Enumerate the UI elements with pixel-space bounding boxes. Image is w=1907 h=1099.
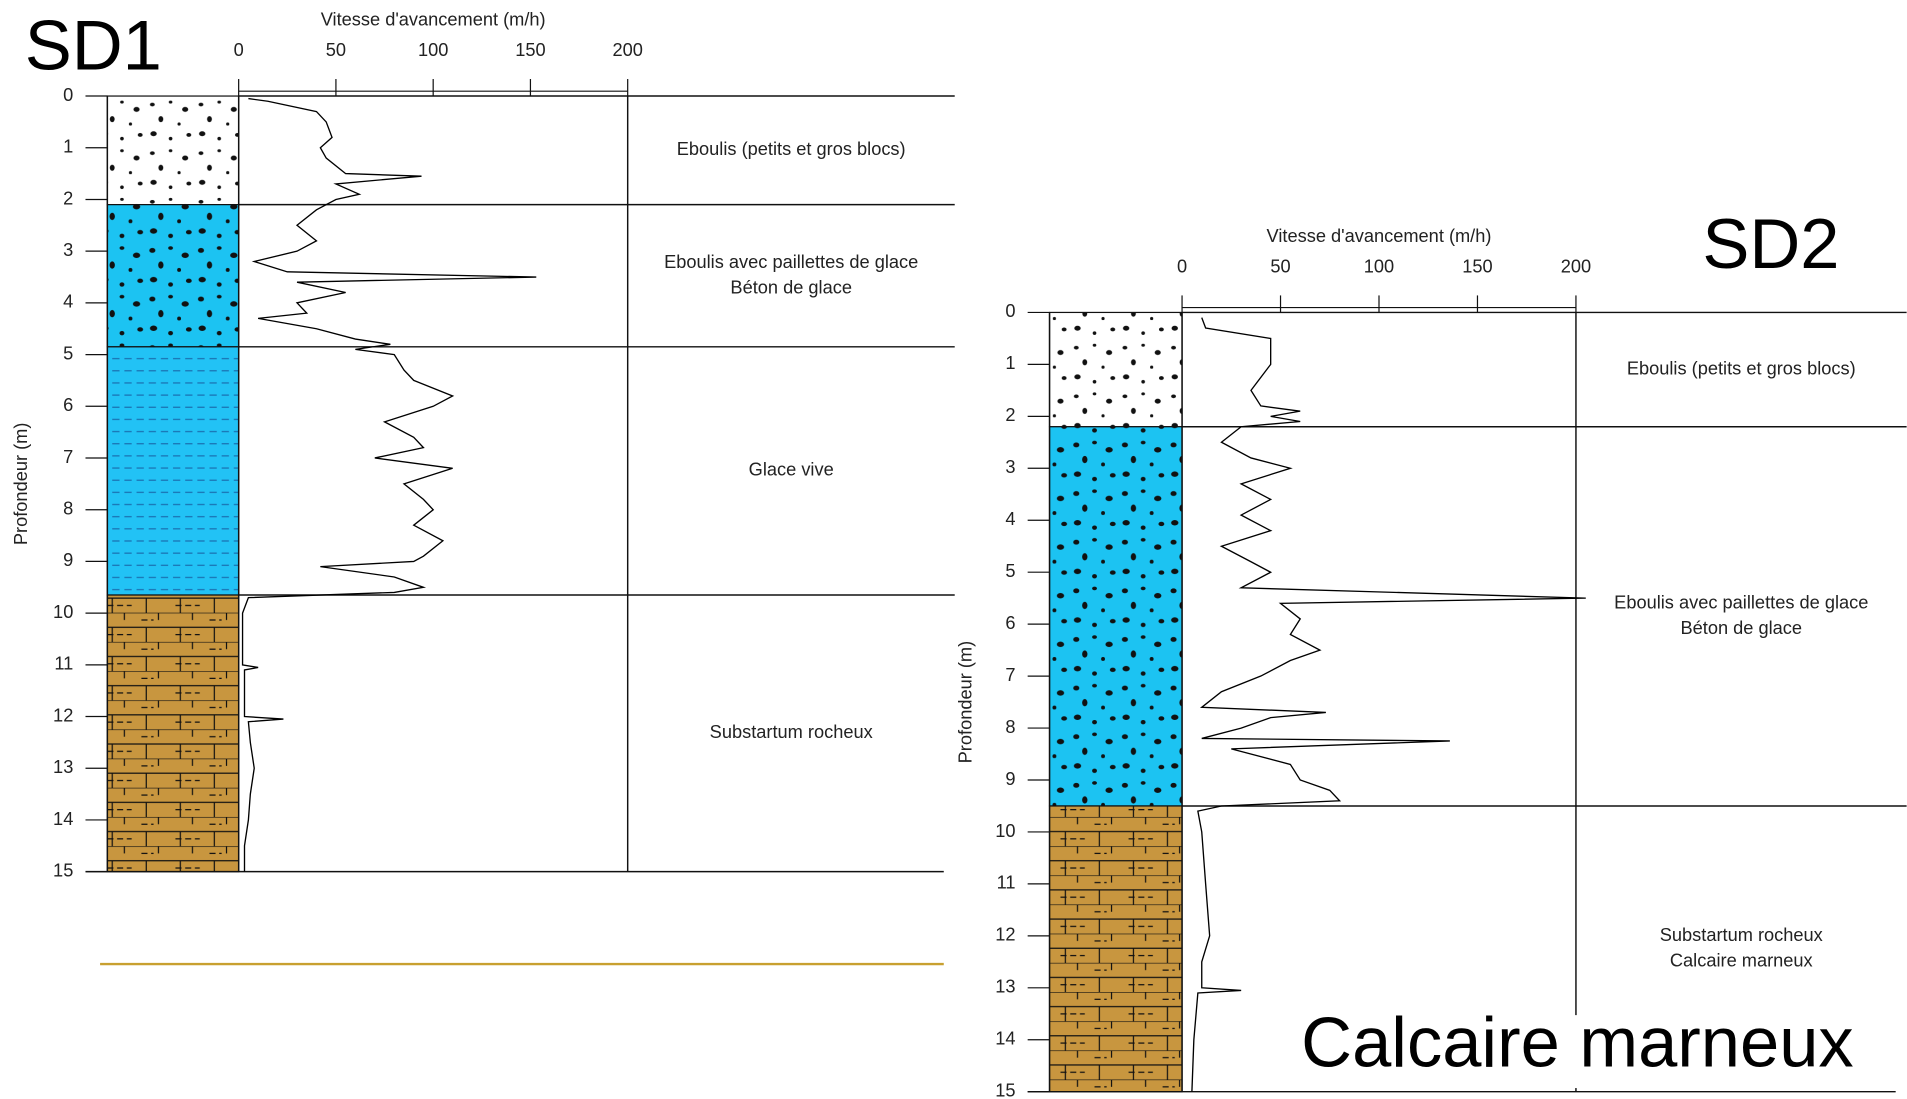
y-tick-label: 12 (995, 924, 1015, 945)
lithology-layer (1050, 427, 1183, 806)
y-axis-title: Profondeur (m) (955, 641, 976, 764)
x-tick-label: 150 (515, 39, 545, 60)
y-tick-label: 15 (995, 1080, 1015, 1099)
y-tick-label: 8 (63, 498, 73, 519)
y-tick-label: 3 (63, 239, 73, 260)
x-tick-label: 150 (1462, 255, 1492, 276)
y-tick-label: 10 (53, 601, 73, 622)
y-tick-label: 1 (1005, 352, 1015, 373)
layer-label: Eboulis (petits et gros blocs) (1627, 357, 1856, 378)
lithology-layer (107, 96, 238, 205)
chart-title: SD1 (25, 6, 162, 85)
lithology-layer (107, 205, 238, 347)
y-tick-label: 7 (1005, 664, 1015, 685)
x-tick-label: 50 (1270, 255, 1290, 276)
x-tick-label: 0 (1177, 255, 1187, 276)
layer-label: Eboulis (petits et gros blocs) (677, 138, 906, 159)
x-axis-title: Vitesse d'avancement (m/h) (1267, 225, 1492, 246)
lithology-layer (107, 347, 238, 595)
x-tick-label: 200 (1561, 255, 1591, 276)
y-tick-label: 12 (53, 704, 73, 725)
y-tick-label: 14 (53, 808, 73, 829)
y-tick-label: 13 (53, 756, 73, 777)
y-tick-label: 9 (63, 549, 73, 570)
y-tick-label: 15 (53, 859, 73, 880)
x-tick-label: 50 (326, 39, 346, 60)
layer-label: Eboulis avec paillettes de glace (1614, 591, 1868, 612)
lithology-layer (107, 595, 238, 872)
y-tick-label: 1 (63, 136, 73, 157)
y-tick-label: 4 (63, 291, 73, 312)
speed-profile (243, 99, 537, 872)
x-tick-label: 100 (418, 39, 448, 60)
y-tick-label: 8 (1005, 716, 1015, 737)
y-tick-label: 6 (63, 394, 73, 415)
lithology-layer (1050, 312, 1183, 426)
speed-profile (1192, 318, 1586, 1092)
y-tick-label: 7 (63, 446, 73, 467)
x-tick-label: 0 (234, 39, 244, 60)
layer-label: Béton de glace (730, 276, 852, 297)
y-tick-label: 3 (1005, 456, 1015, 477)
y-tick-label: 5 (63, 342, 73, 363)
chart-title: SD2 (1702, 204, 1839, 283)
y-tick-label: 0 (63, 84, 73, 105)
y-tick-label: 14 (995, 1028, 1015, 1049)
y-axis-title: Profondeur (m) (10, 423, 31, 546)
y-tick-label: 4 (1005, 508, 1015, 529)
y-tick-label: 11 (997, 872, 1016, 893)
y-tick-label: 10 (995, 820, 1015, 841)
chart: Eboulis (petits et gros blocs) Eboulis av… (0, 0, 1907, 1099)
layer-label: Substartum rocheux (1660, 924, 1823, 945)
y-tick-label: 13 (995, 976, 1015, 997)
x-tick-label: 200 (612, 39, 642, 60)
y-tick-label: 0 (1005, 300, 1015, 321)
x-axis-title: Vitesse d'avancement (m/h) (321, 8, 546, 29)
layer-label: Béton de glace (1680, 617, 1802, 638)
annotation: Calcaire marneux (1301, 1003, 1853, 1082)
y-tick-label: 2 (63, 187, 73, 208)
layer-label: Glace vive (749, 459, 834, 480)
y-tick-label: 6 (1005, 612, 1015, 633)
page: {"chart_data":[ {"type":"line","title":"… (0, 0, 1907, 1099)
layer-label: Calcaire marneux (1670, 949, 1813, 970)
layer-label: Substartum rocheux (710, 721, 873, 742)
y-tick-label: 5 (1005, 560, 1015, 581)
layer-label: Eboulis avec paillettes de glace (664, 251, 918, 272)
x-tick-label: 100 (1364, 255, 1394, 276)
lithology-layer (1050, 806, 1183, 1092)
y-tick-label: 11 (54, 653, 73, 674)
y-tick-label: 9 (1005, 768, 1015, 789)
y-tick-label: 2 (1005, 404, 1015, 425)
